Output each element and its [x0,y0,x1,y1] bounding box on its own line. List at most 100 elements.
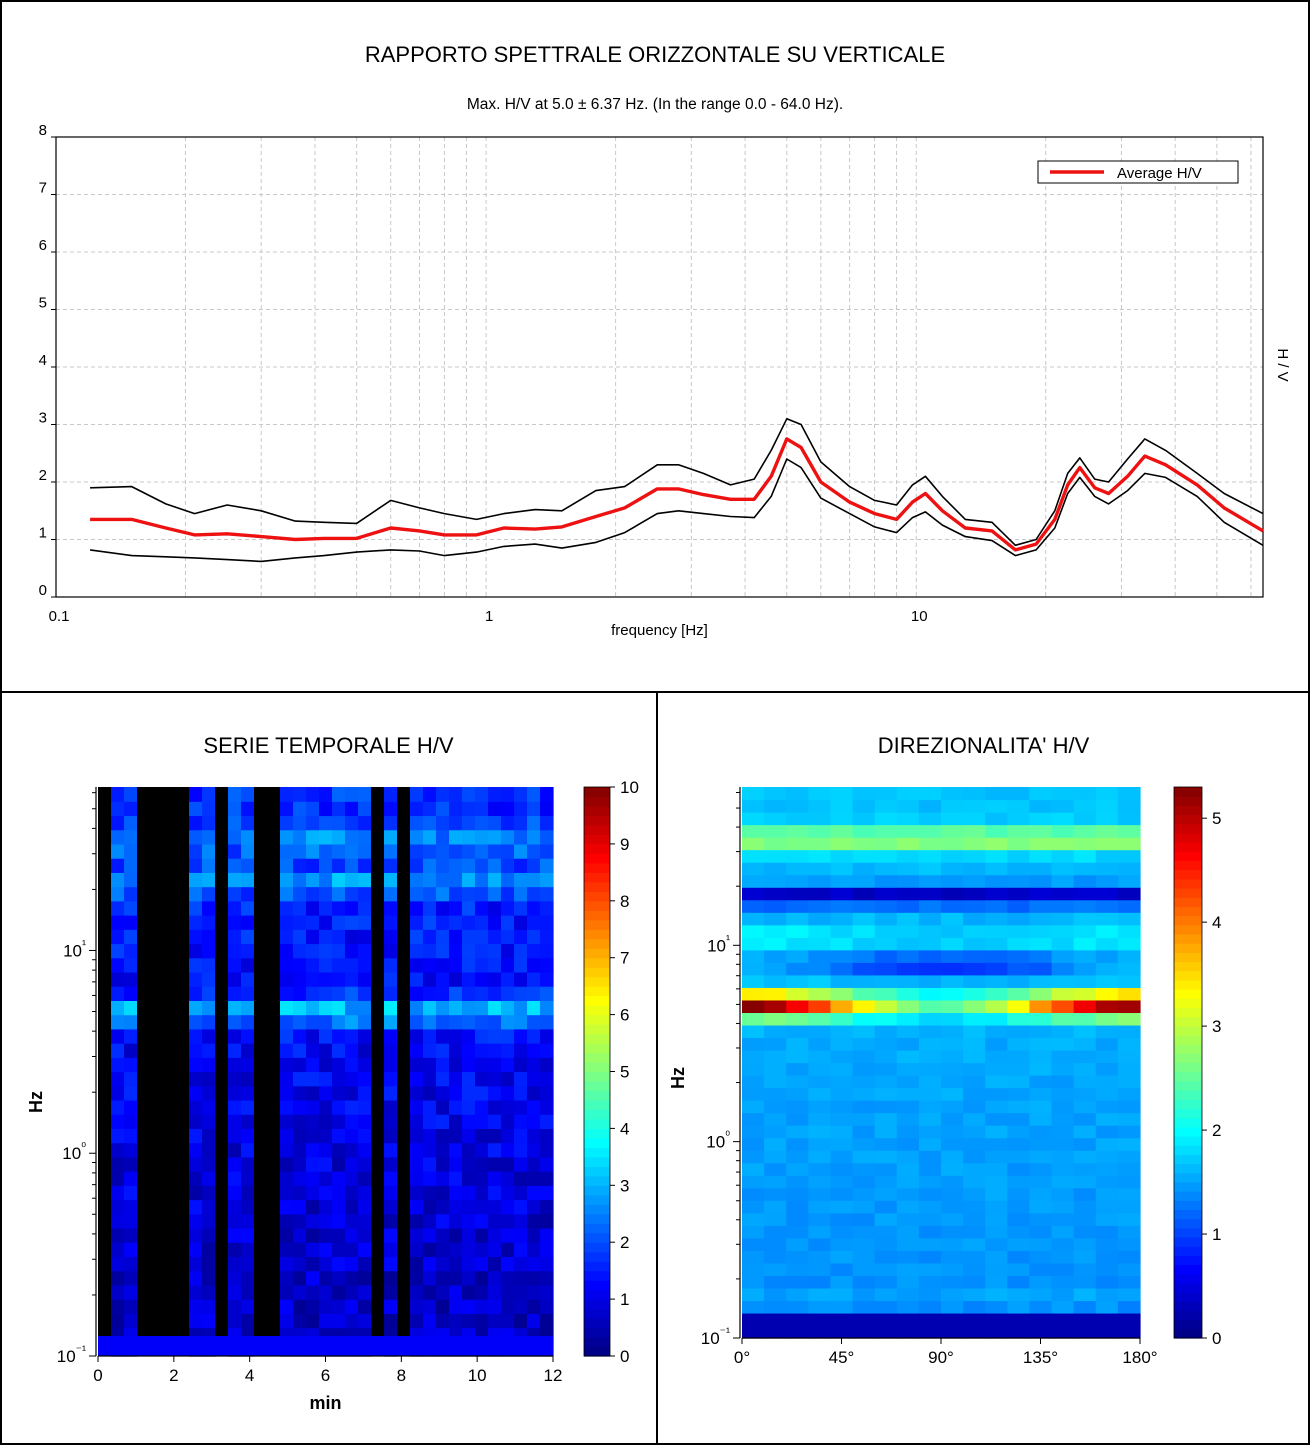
heatmap-cell [1117,837,1141,851]
heatmap-cell [1007,1200,1031,1214]
heatmap-cell [475,1071,489,1087]
heatmap-cell [293,1099,307,1115]
heatmap-cell [423,971,437,987]
heatmap-cell [1051,899,1075,913]
heatmap-cell [963,962,986,976]
heatmap-cell [1095,1212,1119,1226]
heatmap-cell [1095,1137,1119,1151]
colorbar-segment [1174,897,1202,907]
heatmap-cell [449,843,463,859]
heatmap-cell [963,1287,986,1302]
heatmap-cell [189,1242,203,1258]
heatmap-cell [410,1085,424,1101]
heatmap-cell [280,1156,294,1172]
masked-window [137,787,151,1336]
heatmap-cell [319,1014,333,1030]
heatmap-cell [1117,987,1141,1001]
heatmap-cell [1073,812,1097,826]
heatmap-cell [410,1185,424,1201]
heatmap-cell [345,1185,359,1201]
heatmap-cell [830,924,854,938]
heatmap-cell [918,899,942,913]
heatmap-cell [527,1242,541,1258]
heatmap-cell [830,1150,854,1164]
colorbar-segment [1174,1264,1202,1275]
heatmap-cell [319,843,333,859]
heatmap-cell [742,824,765,838]
heatmap-cell [808,937,832,951]
heatmap-cell [786,937,809,951]
colorbar-tick-label: 7 [620,949,629,968]
heatmap-cell [202,1299,216,1314]
heatmap-cell [384,915,398,930]
heatmap-cell [985,1062,1008,1076]
heatmap-cell [852,1150,876,1164]
heatmap-cell [319,900,333,916]
heatmap-cell [742,1275,765,1289]
colorbar-segment [1174,1246,1202,1256]
heatmap-cell [1117,949,1141,963]
heatmap-cell [501,986,515,1001]
heatmap-cell [874,899,898,913]
heatmap-cell [896,1225,920,1239]
heatmap-cell [345,1199,359,1215]
heatmap-cell [293,986,307,1001]
heatmap-cell [874,1212,898,1226]
heatmap-cell [189,787,203,802]
heatmap-cell [985,962,1008,976]
heatmap-cell [423,1242,437,1258]
heatmap-cell [540,986,554,1001]
heatmap-cell [1051,912,1075,926]
heatmap-cell [241,1284,255,1300]
colorbar-segment [584,938,610,949]
heatmap-cell [918,1087,942,1101]
heatmap-cell [124,872,138,888]
heatmap-cell [918,1212,942,1226]
colorbar-segment [1174,970,1202,981]
heatmap-cell [918,912,942,926]
heatmap-cell [963,1212,986,1226]
heatmap-cell [918,1024,942,1039]
heatmap-cell [410,829,424,845]
heatmap-cell [1073,1112,1097,1126]
heatmap-cell [462,915,476,930]
heatmap-cell [280,1000,294,1016]
heatmap-cell [527,829,541,845]
heatmap-cell [358,1171,372,1186]
heatmap-cell [462,1000,476,1016]
heatmap-cell [228,886,242,902]
heatmap-cell [488,787,502,802]
heatmap-cell [742,1112,765,1126]
heatmap-cell [124,1313,138,1329]
heatmap-cell [501,971,515,987]
colorbar-segment [1174,1236,1202,1247]
heatmap-cell [345,1313,359,1329]
heatmap-cell [941,887,964,901]
heatmap-cell [319,1156,333,1172]
heatmap-cell [514,915,528,930]
heatmap-cell [540,1057,554,1073]
heatmap-cell [488,886,502,902]
heatmap-cell [1007,1300,1031,1314]
heatmap-cell [918,1175,942,1189]
heatmap-cell [241,1313,255,1329]
heatmap-cell [918,1287,942,1302]
heatmap-cell [189,1057,203,1073]
heatmap-cell [764,912,787,926]
heatmap-cell [918,949,942,963]
heatmap-cell [830,1187,854,1201]
heatmap-cell [830,837,854,851]
heatmap-cell [808,999,832,1014]
heatmap-cell [202,858,216,873]
heatmap-cell [280,1171,294,1186]
heatmap-cell [384,1000,398,1016]
heatmap-cell [1051,1250,1075,1264]
heatmap-cell [384,957,398,973]
heatmap-cell [410,1142,424,1158]
heatmap-cell [1073,1125,1097,1139]
heatmap-cell [830,937,854,951]
heatmap-cell [985,924,1008,938]
colorbar-segment [584,1071,610,1082]
x-tick-label: 180° [1122,1348,1157,1367]
heatmap-cell [423,1014,437,1030]
